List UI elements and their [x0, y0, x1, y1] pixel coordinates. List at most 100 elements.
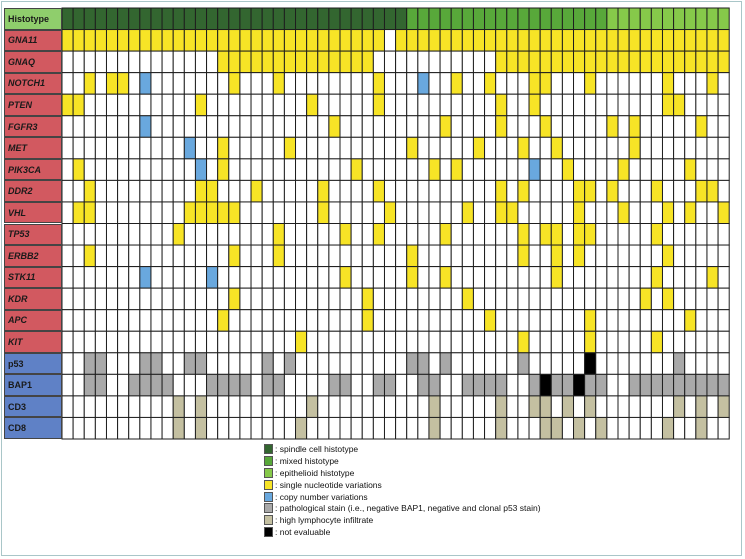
cell-notch1-10	[161, 72, 174, 95]
cell-gna11-43	[528, 29, 541, 52]
cell-cd3-29	[372, 395, 385, 418]
cell-bap1-29	[372, 373, 385, 397]
cell-kit-32	[406, 330, 419, 354]
cell-gnaq-51	[617, 50, 630, 74]
cell-notch1-22	[295, 72, 308, 95]
cell-bap1-7	[128, 373, 141, 397]
cell-pik3ca-39	[484, 158, 497, 181]
cell-cd3-43	[528, 395, 541, 418]
cell-stk11-23	[306, 266, 319, 289]
cell-vhl-40	[495, 201, 508, 224]
cell-pik3ca-33	[417, 158, 430, 181]
cell-tp53-38	[472, 223, 486, 246]
cell-gnaq-18	[250, 50, 263, 74]
cell-ddr2-29	[372, 179, 385, 203]
cell-pik3ca-17	[239, 158, 252, 181]
cell-bap1-9	[150, 373, 163, 397]
cell-erbb2-39	[484, 244, 497, 268]
cell-cd8-36	[450, 416, 463, 440]
cell-fgfr3-51	[617, 115, 630, 138]
cell-kdr-12	[183, 287, 196, 311]
cell-kdr-32	[406, 287, 419, 311]
cell-cd8-15	[217, 416, 230, 440]
cell-erbb2-23	[306, 244, 319, 268]
cell-ddr2-16	[228, 179, 241, 203]
cell-ddr2-18	[250, 179, 263, 203]
cell-met-28	[361, 136, 374, 160]
cell-gna11-12	[183, 29, 196, 52]
cell-notch1-28	[361, 72, 374, 95]
legend-label: : spindle cell histotype	[275, 443, 359, 454]
cell-pik3ca-48	[584, 158, 597, 181]
cell-stk11-8	[139, 266, 152, 289]
cell-vhl-12	[183, 201, 196, 224]
cell-bap1-28	[361, 373, 374, 397]
cell-pten-36	[450, 93, 463, 117]
cell-ddr2-41	[506, 179, 519, 203]
cell-ddr2-14	[206, 179, 219, 203]
cell-stk11-44	[539, 266, 552, 289]
cell-bap1-3	[83, 373, 96, 397]
cell-ddr2-55	[661, 179, 675, 203]
cell-pten-23	[306, 93, 319, 117]
cell-erbb2-45	[550, 244, 563, 268]
cell-pten-54	[650, 93, 663, 117]
cell-pik3ca-25	[328, 158, 341, 181]
legend-item: : single nucleotide variations	[264, 479, 541, 491]
cell-p53-53	[639, 352, 652, 375]
cell-kdr-47	[573, 287, 586, 311]
cell-gna11-36	[450, 29, 463, 52]
cell-apc-48	[584, 309, 597, 332]
cell-cd8-28	[361, 416, 374, 440]
cell-histotype-34	[428, 7, 441, 31]
cell-ddr2-45	[550, 179, 563, 203]
legend-swatch	[264, 479, 273, 490]
cell-ddr2-54	[650, 179, 663, 203]
cell-vhl-47	[573, 201, 586, 224]
cell-kdr-21	[283, 287, 297, 311]
cell-tp53-28	[361, 223, 374, 246]
cell-bap1-35	[439, 373, 452, 397]
cell-cd8-40	[495, 416, 508, 440]
cell-tp53-37	[461, 223, 474, 246]
cell-kit-25	[328, 330, 341, 354]
cell-histotype-29	[372, 7, 385, 31]
cell-apc-11	[172, 309, 185, 332]
cell-cd3-52	[628, 395, 641, 418]
cell-vhl-13	[194, 201, 208, 224]
legend-swatch	[264, 467, 273, 478]
cell-pten-35	[439, 93, 452, 117]
cell-apc-49	[595, 309, 608, 332]
cell-apc-30	[383, 309, 397, 332]
cell-ddr2-11	[172, 179, 185, 203]
cell-pik3ca-2	[72, 158, 85, 181]
cell-bap1-6	[117, 373, 130, 397]
cell-vhl-34	[428, 201, 441, 224]
cell-notch1-35	[439, 72, 452, 95]
cell-notch1-57	[684, 72, 697, 95]
cell-gna11-55	[661, 29, 675, 52]
cell-kdr-27	[350, 287, 363, 311]
cell-fgfr3-50	[606, 115, 619, 138]
cell-kit-59	[706, 330, 719, 354]
cell-tp53-10	[161, 223, 174, 246]
cell-kdr-15	[217, 287, 230, 311]
cell-histotype-31	[395, 7, 408, 31]
cell-apc-14	[206, 309, 219, 332]
cell-ddr2-30	[383, 179, 397, 203]
cell-cd3-58	[695, 395, 708, 418]
cell-p53-32	[406, 352, 419, 375]
cell-fgfr3-53	[639, 115, 652, 138]
legend-item: : mixed histotype	[264, 455, 541, 467]
cell-fgfr3-10	[161, 115, 174, 138]
cell-apc-53	[639, 309, 652, 332]
cell-bap1-50	[606, 373, 619, 397]
cell-cd8-4	[94, 416, 107, 440]
cell-ddr2-37	[461, 179, 474, 203]
cell-ddr2-50	[606, 179, 619, 203]
cell-erbb2-18	[250, 244, 263, 268]
cell-histotype-50	[606, 7, 619, 31]
cell-apc-34	[428, 309, 441, 332]
cell-erbb2-57	[684, 244, 697, 268]
cell-stk11-47	[573, 266, 586, 289]
